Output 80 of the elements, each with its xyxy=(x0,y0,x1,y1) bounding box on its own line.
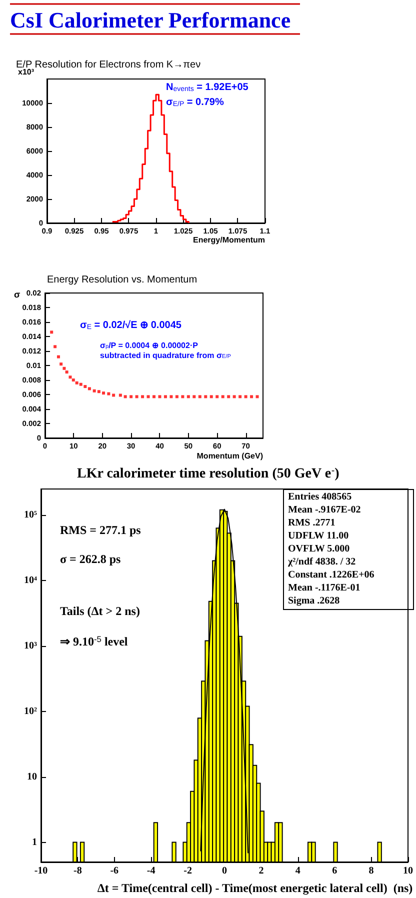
annotation: σ = 262.8 ps xyxy=(60,552,122,566)
point xyxy=(152,395,156,398)
point xyxy=(118,394,122,397)
point xyxy=(84,385,87,388)
point xyxy=(158,395,162,398)
point xyxy=(88,387,91,390)
annotation: Constant .1226E+06 xyxy=(288,570,374,580)
x-tick-label: -6 xyxy=(110,866,119,876)
point xyxy=(164,395,167,398)
annotation: UDFLW 11.00 xyxy=(288,530,349,542)
point xyxy=(56,355,60,358)
annotation: Entries 408565 xyxy=(288,492,352,502)
point xyxy=(60,362,63,366)
chart-subtitle: E/P Resolution for Electrons from K→πeν xyxy=(16,60,201,70)
point xyxy=(232,395,236,398)
x-axis-title: Δt = Time(central cell) - Time(most energetic lateral cell) (ns) xyxy=(97,881,413,895)
x-tick-label: -2 xyxy=(184,866,192,876)
point xyxy=(250,395,254,398)
x-tick-label: -8 xyxy=(74,866,82,876)
chart-title: Energy Resolution vs. Momentum xyxy=(47,274,198,286)
point xyxy=(102,392,106,395)
y-axis-title: σ xyxy=(14,290,20,300)
point xyxy=(79,382,82,386)
x-tick-label: 4 xyxy=(295,866,300,876)
x-tick-label: -4 xyxy=(146,866,156,876)
point xyxy=(141,395,144,398)
annotation: χ²/ndf 4838. / 32 xyxy=(287,556,356,568)
x-tick-label: 2 xyxy=(258,866,264,876)
point xyxy=(175,395,178,398)
point xyxy=(92,389,96,392)
y-tick-label: 10 xyxy=(27,771,37,782)
point xyxy=(181,395,184,398)
point xyxy=(97,390,100,394)
annotation: RMS .2771 xyxy=(288,518,336,528)
y-tick-label: 10³ xyxy=(24,640,37,652)
point xyxy=(107,392,110,396)
point xyxy=(210,395,213,398)
y-tick-label: 10⁴ xyxy=(24,574,37,586)
y-tick-label: 1 xyxy=(32,836,37,848)
x-tick-label: -10 xyxy=(34,866,48,876)
chart-title: LKr calorimeter time resolution (50 GeV e-) xyxy=(77,466,340,482)
point xyxy=(146,395,150,398)
point xyxy=(135,395,138,398)
x-tick-label: 8 xyxy=(368,866,374,876)
y-tick-label: 10² xyxy=(24,706,37,717)
x-axis-title: Energy/Momentum xyxy=(192,236,265,244)
point xyxy=(221,395,224,398)
x-tick-label: 0 xyxy=(222,866,227,876)
annotation: OVFLW 5.000 xyxy=(288,544,350,554)
text: x10³ xyxy=(18,68,34,76)
point xyxy=(238,395,242,398)
point xyxy=(186,395,190,398)
x-axis-title: Momentum (GeV) xyxy=(196,452,264,460)
point xyxy=(50,330,54,334)
chart-title: CsI Calorimeter Performance xyxy=(10,8,291,32)
point xyxy=(256,395,259,398)
annotation: Mean -.9167E-02 xyxy=(288,504,361,516)
point xyxy=(227,395,230,398)
point xyxy=(204,395,208,398)
point xyxy=(130,395,133,398)
annotation: Mean -.1176E-01 xyxy=(288,582,360,594)
point xyxy=(62,366,66,370)
x-tick-label: 10 xyxy=(403,866,413,876)
point xyxy=(54,345,57,348)
point xyxy=(75,381,78,384)
point xyxy=(192,395,196,398)
annotation: Tails (Δt > 2 ns) xyxy=(60,604,140,618)
point xyxy=(198,395,202,398)
y-tick-label: 10⁵ xyxy=(24,510,37,521)
annotation: Sigma .2628 xyxy=(288,596,340,606)
point xyxy=(112,394,116,397)
point xyxy=(244,395,248,398)
point xyxy=(72,378,75,382)
x-tick-label: 6 xyxy=(332,866,338,876)
annotation: RMS = 277.1 ps xyxy=(60,523,142,537)
point xyxy=(65,370,68,374)
point xyxy=(216,395,219,398)
point xyxy=(170,395,173,398)
point xyxy=(124,395,127,398)
point xyxy=(68,376,72,379)
